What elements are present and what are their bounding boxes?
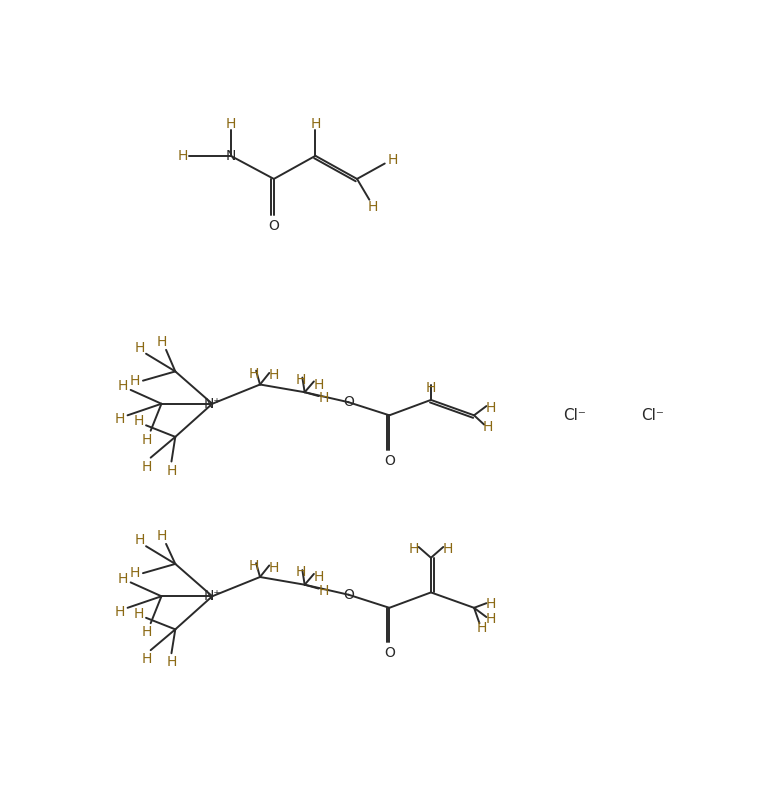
Text: H: H — [118, 571, 128, 586]
Text: H: H — [295, 566, 306, 579]
Text: H: H — [268, 368, 279, 382]
Text: H: H — [387, 152, 398, 167]
Text: H: H — [486, 597, 497, 611]
Text: O: O — [268, 219, 279, 233]
Text: H: H — [135, 341, 145, 354]
Text: H: H — [115, 605, 125, 618]
Text: H: H — [318, 584, 329, 598]
Text: H: H — [135, 533, 145, 547]
Text: H: H — [426, 381, 436, 394]
Text: N⁺: N⁺ — [204, 397, 221, 411]
Text: H: H — [167, 464, 177, 478]
Text: H: H — [157, 529, 167, 543]
Text: H: H — [130, 373, 140, 388]
Text: H: H — [295, 373, 306, 387]
Text: H: H — [130, 566, 140, 580]
Text: H: H — [133, 414, 143, 429]
Text: H: H — [249, 367, 259, 381]
Text: H: H — [142, 460, 152, 474]
Text: H: H — [167, 655, 177, 670]
Text: Cl⁻: Cl⁻ — [563, 408, 586, 423]
Text: H: H — [313, 570, 324, 584]
Text: H: H — [476, 621, 487, 635]
Text: H: H — [313, 377, 324, 392]
Text: H: H — [249, 559, 259, 573]
Text: H: H — [368, 200, 379, 215]
Text: H: H — [157, 335, 167, 350]
Text: Cl⁻: Cl⁻ — [641, 408, 664, 423]
Text: O: O — [343, 587, 354, 602]
Text: H: H — [483, 420, 493, 434]
Text: O: O — [384, 646, 395, 660]
Text: H: H — [118, 379, 128, 393]
Text: O: O — [343, 395, 354, 409]
Text: H: H — [409, 542, 419, 555]
Text: H: H — [310, 117, 321, 131]
Text: H: H — [318, 391, 329, 405]
Text: H: H — [142, 626, 152, 639]
Text: H: H — [443, 542, 453, 555]
Text: H: H — [486, 612, 497, 626]
Text: H: H — [268, 561, 279, 575]
Text: H: H — [486, 401, 497, 415]
Text: H: H — [115, 412, 125, 426]
Text: N⁺: N⁺ — [204, 589, 221, 603]
Text: H: H — [133, 607, 143, 621]
Text: H: H — [178, 148, 188, 163]
Text: O: O — [384, 454, 395, 468]
Text: H: H — [142, 653, 152, 666]
Text: H: H — [142, 433, 152, 447]
Text: N: N — [226, 148, 236, 163]
Text: H: H — [226, 117, 236, 131]
